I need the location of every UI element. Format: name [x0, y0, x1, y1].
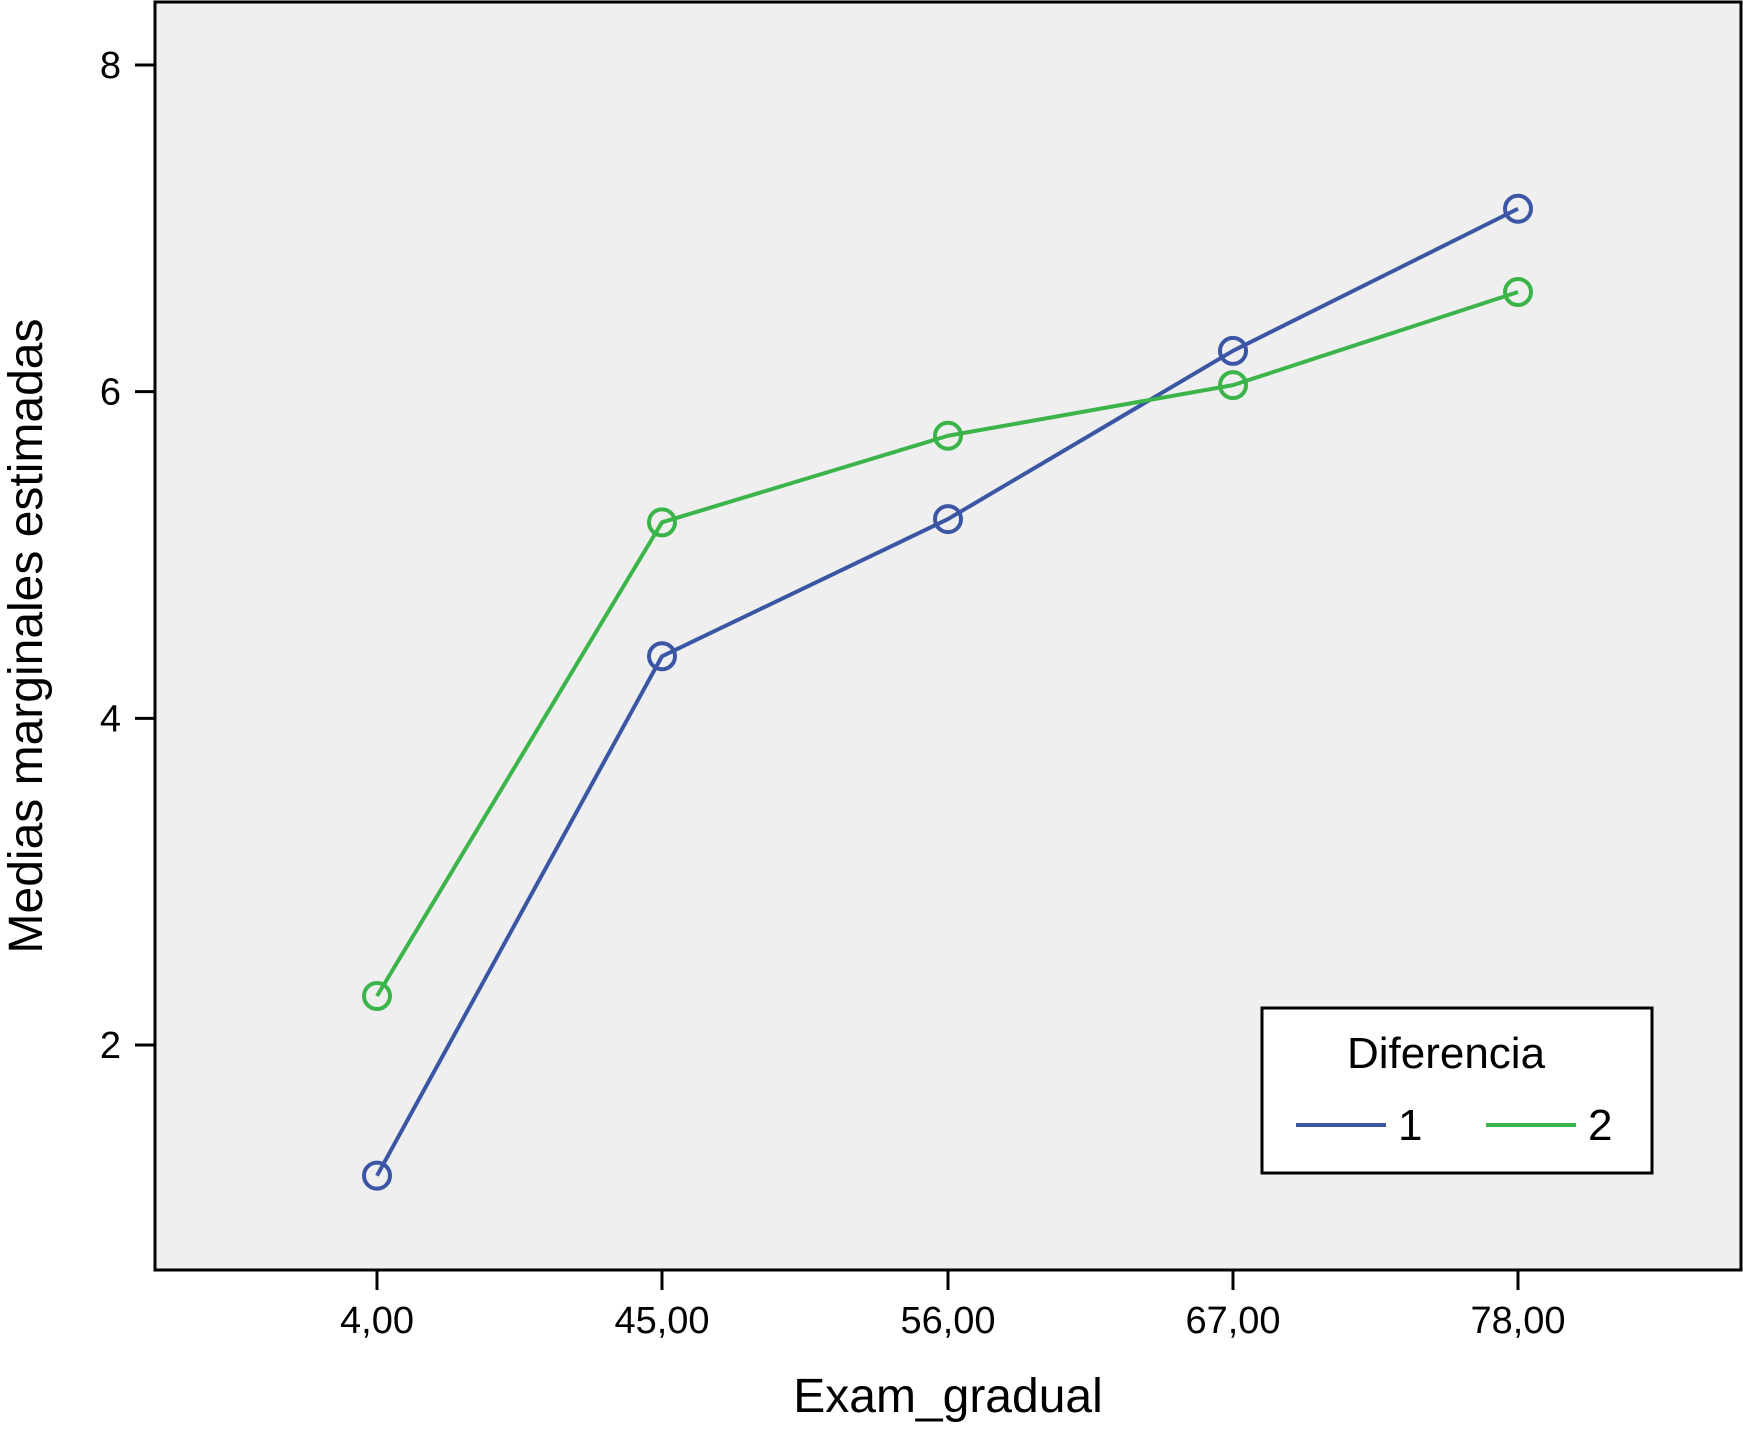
- legend-title: Diferencia: [1347, 1029, 1546, 1078]
- legend-box: [1260, 1006, 1654, 1175]
- x-tick-label: 45,00: [614, 1300, 709, 1342]
- series-1-point: [1503, 193, 1533, 224]
- x-tick-label: 4,00: [340, 1300, 414, 1342]
- series-2-point: [647, 507, 677, 538]
- series-1-line: [375, 206, 1519, 1177]
- series-2-point: [933, 420, 963, 451]
- x-tick-label: 67,00: [1185, 1300, 1280, 1342]
- series-2-line: [375, 290, 1519, 998]
- series-1-point: [362, 1160, 392, 1191]
- series-1-point: [933, 504, 963, 535]
- x-tick-label: 56,00: [900, 1300, 995, 1342]
- y-tick-label: 8: [100, 45, 121, 87]
- x-axis-title: Exam_gradual: [793, 1370, 1103, 1423]
- legend-label-2: 2: [1588, 1101, 1612, 1150]
- legend-label-1: 1: [1398, 1101, 1422, 1150]
- series-2-point: [1218, 370, 1248, 401]
- series-layer: [362, 193, 1533, 1191]
- y-axis-title: Medias marginales estimadas: [0, 319, 53, 954]
- series-1-point: [647, 641, 677, 672]
- y-tick-label: 6: [100, 372, 121, 414]
- y-tick-label: 2: [100, 1025, 121, 1067]
- series-2-point: [362, 981, 392, 1011]
- y-tick-label: 4: [100, 698, 121, 740]
- y-axis: 2 4 6 8: [100, 45, 155, 1067]
- x-tick-label: 78,00: [1470, 1300, 1565, 1342]
- series-2-point: [1503, 277, 1533, 308]
- series-1-point: [1218, 335, 1248, 366]
- x-axis: 4,00 45,00 56,00 67,00 78,00: [340, 1270, 1566, 1342]
